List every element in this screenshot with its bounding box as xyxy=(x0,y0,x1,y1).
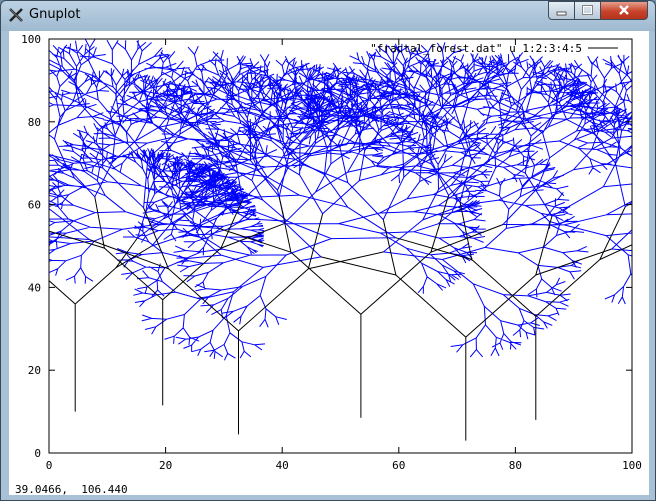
maximize-icon xyxy=(582,5,593,15)
chart[interactable]: 0 20 40 60 80 100 0 20 40 60 80 100 "fractal_forest… xyxy=(9,31,649,481)
minimize-button[interactable] xyxy=(548,1,575,20)
gnuplot-x-icon xyxy=(9,8,23,22)
axis-ticks: 0 20 40 60 80 100 0 20 40 60 80 100 xyxy=(21,33,642,472)
x-tick-label: 60 xyxy=(392,459,405,472)
tree-trunk-3 xyxy=(219,195,504,418)
title-bar[interactable]: Gnuplot xyxy=(1,1,655,31)
tree-trunk-4 xyxy=(320,216,612,441)
y-tick-label: 60 xyxy=(28,199,41,212)
y-tick-label: 100 xyxy=(21,33,41,46)
minimize-icon xyxy=(556,11,567,16)
x-tick-label: 0 xyxy=(46,459,53,472)
tree-canopy-4 xyxy=(115,51,632,361)
y-tick-label: 0 xyxy=(34,447,41,460)
plot-border xyxy=(48,38,633,454)
trunk-layer xyxy=(49,195,632,441)
x-tick-label: 80 xyxy=(509,459,522,472)
close-icon xyxy=(619,5,629,15)
close-button[interactable] xyxy=(600,1,648,20)
maximize-button[interactable] xyxy=(574,1,601,20)
plot-area[interactable]: 0 20 40 60 80 100 0 20 40 60 80 100 "fractal_forest… xyxy=(9,31,649,495)
legend-label: "fractal_forest.dat" u 1:2:3:4:5 xyxy=(370,42,582,55)
x-tick-label: 20 xyxy=(159,459,172,472)
tree-trunk-2 xyxy=(89,207,384,435)
y-tick-label: 40 xyxy=(28,281,41,294)
tree-trunk-0 xyxy=(49,237,153,412)
y-tick-label: 20 xyxy=(28,364,41,377)
tree-trunk-5 xyxy=(395,201,632,420)
y-tick-label: 80 xyxy=(28,116,41,129)
x-tick-label: 100 xyxy=(622,459,642,472)
tree-canopy-5 xyxy=(173,53,632,328)
tree-canopy-3 xyxy=(49,42,632,305)
tree-canopy-2 xyxy=(49,39,589,358)
tree-trunk-1 xyxy=(49,196,284,406)
window-title: Gnuplot xyxy=(29,7,81,22)
x-tick-label: 40 xyxy=(276,459,289,472)
leaves-layer xyxy=(49,39,632,361)
mouse-coordinates: 39.0466, 106.440 xyxy=(15,483,128,495)
